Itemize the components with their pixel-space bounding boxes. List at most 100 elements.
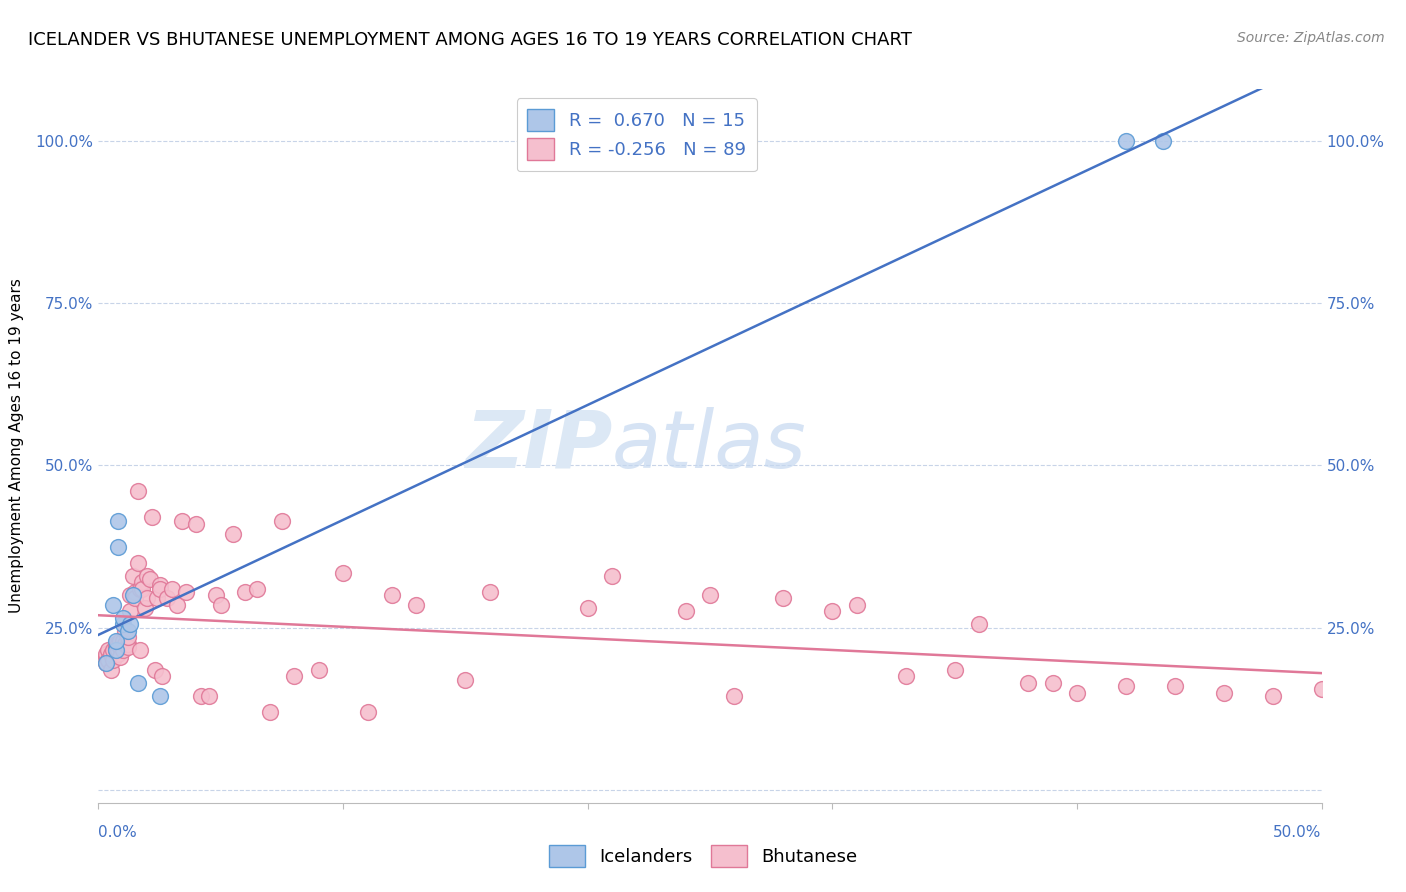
Point — [166, 598, 188, 612]
Point — [283, 669, 305, 683]
Point — [131, 575, 153, 590]
Text: atlas: atlas — [612, 407, 807, 485]
Text: Source: ZipAtlas.com: Source: ZipAtlas.com — [1237, 31, 1385, 45]
Text: ICELANDER VS BHUTANESE UNEMPLOYMENT AMONG AGES 16 TO 19 YEARS CORRELATION CHART: ICELANDER VS BHUTANESE UNEMPLOYMENT AMON… — [28, 31, 912, 49]
Point — [127, 556, 149, 570]
Point — [1115, 134, 1137, 148]
Point — [107, 643, 129, 657]
Text: ZIP: ZIP — [465, 407, 612, 485]
Point — [246, 582, 269, 596]
Point — [131, 582, 153, 596]
Point — [101, 653, 124, 667]
Point — [104, 643, 127, 657]
Point — [107, 514, 129, 528]
Point — [190, 689, 212, 703]
Point — [97, 653, 120, 667]
Text: 0.0%: 0.0% — [98, 825, 138, 840]
Point — [110, 649, 132, 664]
Point — [478, 585, 501, 599]
Point — [699, 588, 721, 602]
Point — [1164, 679, 1187, 693]
Point — [94, 649, 117, 664]
Legend: R =  0.670   N = 15, R = -0.256   N = 89: R = 0.670 N = 15, R = -0.256 N = 89 — [516, 98, 756, 171]
Point — [107, 637, 129, 651]
Point — [127, 675, 149, 690]
Point — [101, 643, 124, 657]
Point — [107, 647, 129, 661]
Point — [94, 647, 117, 661]
Legend: Icelanders, Bhutanese: Icelanders, Bhutanese — [541, 838, 865, 874]
Point — [170, 514, 193, 528]
Point — [381, 588, 404, 602]
Point — [967, 617, 990, 632]
Point — [94, 657, 117, 671]
Point — [176, 585, 198, 599]
Point — [821, 604, 844, 618]
Point — [94, 657, 117, 671]
Point — [186, 516, 208, 531]
Point — [1042, 675, 1064, 690]
Point — [675, 604, 697, 618]
Point — [149, 582, 172, 596]
Point — [114, 624, 136, 638]
Point — [1212, 685, 1234, 699]
Point — [149, 578, 172, 592]
Point — [150, 669, 173, 683]
Point — [845, 598, 868, 612]
Point — [197, 689, 219, 703]
Point — [356, 705, 378, 719]
Point — [1115, 679, 1137, 693]
Point — [104, 640, 127, 654]
Point — [205, 588, 228, 602]
Point — [1066, 685, 1088, 699]
Point — [127, 484, 149, 499]
Point — [120, 617, 142, 632]
Y-axis label: Unemployment Among Ages 16 to 19 years: Unemployment Among Ages 16 to 19 years — [10, 278, 24, 614]
Point — [100, 663, 122, 677]
Point — [134, 601, 156, 615]
Point — [117, 640, 139, 654]
Point — [129, 582, 152, 596]
Point — [117, 624, 139, 638]
Point — [117, 631, 139, 645]
Point — [124, 585, 146, 599]
Point — [104, 637, 127, 651]
Point — [270, 514, 294, 528]
Point — [723, 689, 745, 703]
Point — [120, 604, 142, 618]
Point — [141, 510, 163, 524]
Point — [149, 689, 172, 703]
Point — [111, 633, 134, 648]
Point — [111, 617, 134, 632]
Point — [111, 643, 134, 657]
Point — [576, 601, 599, 615]
Point — [600, 568, 623, 582]
Point — [100, 647, 122, 661]
Point — [308, 663, 330, 677]
Point — [111, 611, 134, 625]
Point — [129, 643, 152, 657]
Point — [110, 640, 132, 654]
Point — [405, 598, 427, 612]
Point — [104, 643, 127, 657]
Point — [107, 540, 129, 554]
Point — [139, 572, 162, 586]
Point — [222, 526, 245, 541]
Point — [110, 633, 132, 648]
Point — [156, 591, 179, 606]
Point — [111, 640, 134, 654]
Point — [146, 591, 169, 606]
Point — [332, 566, 354, 580]
Text: 50.0%: 50.0% — [1274, 825, 1322, 840]
Point — [120, 588, 142, 602]
Point — [104, 633, 127, 648]
Point — [1261, 689, 1284, 703]
Point — [136, 591, 159, 606]
Point — [101, 598, 124, 612]
Point — [259, 705, 281, 719]
Point — [772, 591, 794, 606]
Point — [121, 568, 143, 582]
Point — [121, 588, 143, 602]
Point — [124, 591, 146, 606]
Point — [894, 669, 917, 683]
